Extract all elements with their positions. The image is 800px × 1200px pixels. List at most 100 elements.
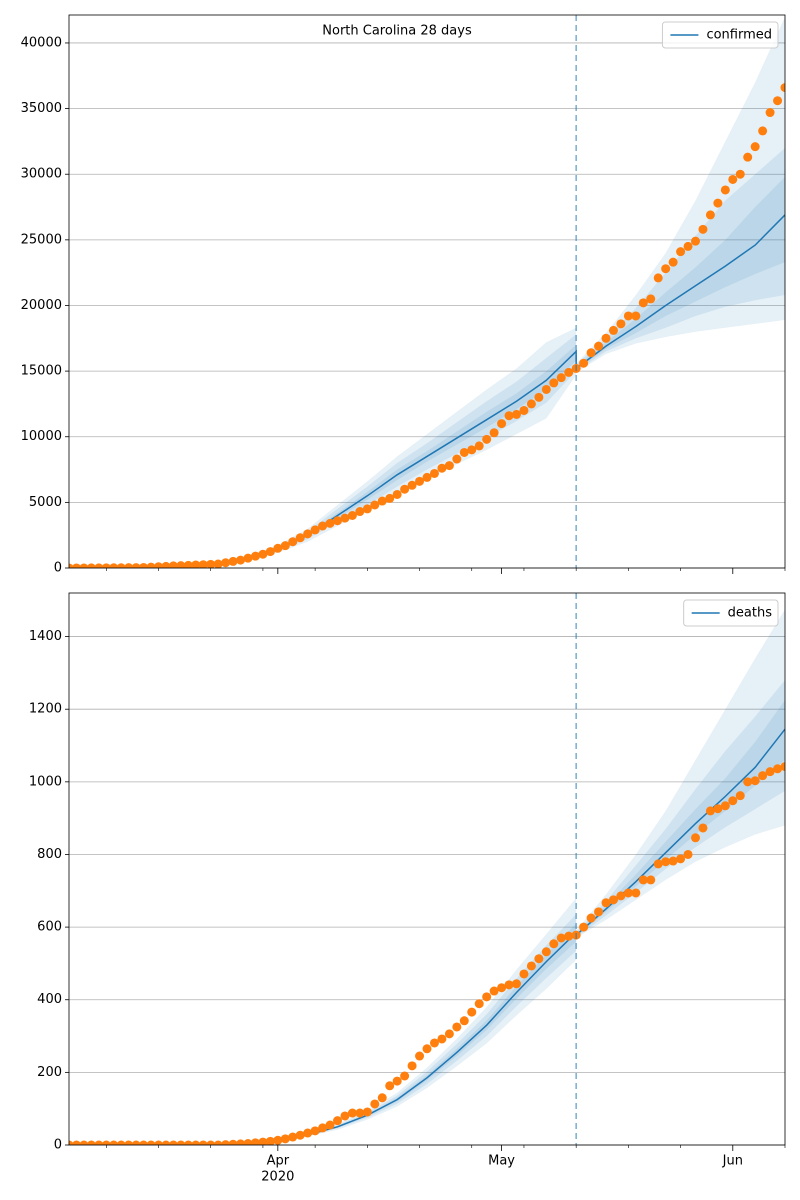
observed-point [377, 1093, 387, 1103]
observed-point [608, 895, 618, 905]
observed-point [549, 378, 559, 388]
legend-label: deaths [728, 606, 773, 621]
observed-point [698, 823, 708, 833]
observed-point [191, 1140, 201, 1145]
legend: confirmed [661, 21, 779, 49]
observed-point [735, 791, 745, 801]
observed-point [86, 1140, 96, 1145]
y-tick-label: 40000 [21, 35, 62, 50]
observed-point [437, 1034, 447, 1044]
observed-point [422, 472, 432, 482]
observed-point [638, 875, 648, 885]
x-tick-label: Jun [722, 1154, 743, 1169]
observed-point [668, 257, 678, 267]
x-tick-sublabel: 2020 [261, 1170, 294, 1185]
y-tick-label: 400 [37, 992, 62, 1007]
observed-point [265, 547, 275, 557]
y-tick-label: 35000 [21, 101, 62, 116]
observed-point [683, 849, 693, 859]
observed-point [362, 504, 372, 514]
observed-point [400, 484, 410, 494]
y-tick-label: 200 [37, 1065, 62, 1080]
observed-point [183, 1140, 193, 1145]
y-tick-label: 0 [54, 561, 62, 576]
observed-point [541, 947, 551, 957]
observed-point [400, 1071, 410, 1081]
observed-point [773, 96, 783, 106]
y-tick-label: 10000 [21, 429, 62, 444]
observed-point [176, 1140, 186, 1145]
observed-point [452, 454, 462, 464]
observed-point [586, 348, 596, 358]
observed-point [273, 1135, 283, 1145]
observed-point [564, 931, 574, 941]
y-tick-label: 15000 [21, 364, 62, 379]
observed-point [288, 1132, 298, 1142]
observed-point [482, 992, 492, 1002]
y-tick-label: 25000 [21, 232, 62, 247]
observed-point [579, 358, 589, 368]
observed-point [676, 854, 686, 864]
observed-point [616, 319, 626, 329]
observed-point [86, 563, 96, 568]
observed-point [743, 152, 753, 162]
observed-point [116, 1140, 126, 1145]
observed-point [459, 447, 469, 457]
observed-point [720, 185, 730, 195]
plot-area [69, 609, 785, 1145]
observed-point [780, 83, 785, 93]
observed-point [295, 533, 305, 543]
observed-point [534, 954, 544, 964]
observed-point [176, 561, 186, 568]
observed-point [303, 529, 313, 539]
observed-point [139, 562, 149, 568]
y-tick-label: 600 [37, 920, 62, 935]
observed-point [198, 1140, 208, 1145]
observed-point [765, 767, 775, 777]
observed-point [564, 367, 574, 377]
observed-point [168, 561, 178, 568]
observed-point [474, 999, 484, 1009]
observed-point [221, 1140, 231, 1145]
x-tick-label: Apr [267, 1154, 290, 1169]
observed-point [556, 373, 566, 383]
observed-point [728, 796, 738, 806]
observed-point [758, 126, 768, 136]
observed-point [780, 762, 785, 772]
observed-point [512, 409, 521, 419]
observed-point [310, 525, 320, 535]
observed-point [124, 1140, 134, 1145]
observed-point [601, 898, 611, 908]
observed-point [504, 411, 514, 421]
y-tick-label: 800 [37, 847, 62, 862]
observed-point [653, 273, 663, 283]
observed-point [333, 1116, 342, 1126]
observed-point [280, 541, 290, 551]
observed-point [623, 311, 633, 321]
observed-point [146, 562, 156, 568]
observed-point [161, 561, 171, 568]
observed-point [370, 500, 380, 510]
observed-point [519, 969, 529, 979]
observed-point [94, 563, 104, 568]
y-tick-label: 5000 [29, 495, 62, 510]
observed-point [631, 311, 641, 321]
observed-point [541, 384, 551, 394]
y-tick-label: 1400 [29, 629, 62, 644]
observed-point [288, 537, 298, 547]
observed-point [437, 463, 447, 473]
observed-point [258, 1137, 268, 1145]
observed-point [198, 560, 208, 568]
observed-point [698, 224, 708, 234]
observed-point [415, 1051, 425, 1061]
observed-point [325, 518, 335, 528]
observed-point [661, 857, 671, 867]
observed-point [280, 1134, 290, 1144]
observed-point [79, 1140, 89, 1145]
observed-point [250, 1138, 260, 1145]
observed-point [668, 856, 678, 866]
observed-point [206, 1140, 216, 1145]
observed-point [236, 555, 246, 565]
x-tick-label: May [488, 1154, 515, 1169]
